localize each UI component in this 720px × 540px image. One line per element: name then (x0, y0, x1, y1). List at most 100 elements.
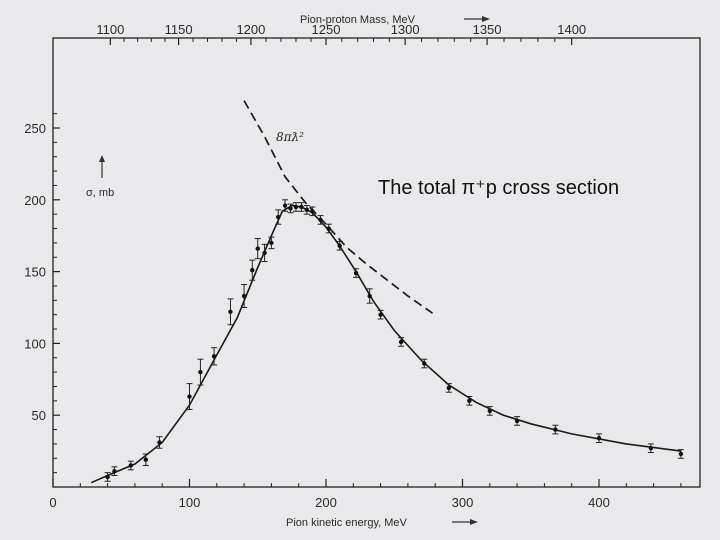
data-point (275, 209, 282, 225)
data-marker (288, 206, 293, 211)
y-tick-label: 250 (24, 121, 46, 136)
x-tick-label: 0 (49, 495, 56, 510)
data-point (377, 309, 384, 320)
data-marker (293, 204, 299, 210)
bottom-axis-arrow (452, 519, 478, 525)
data-point (647, 443, 654, 454)
data-point (309, 206, 316, 217)
data-point (366, 288, 373, 304)
x-tick-label: 300 (452, 495, 474, 510)
data-marker (553, 427, 558, 432)
data-marker (187, 394, 192, 399)
top-tick-label: 1250 (312, 22, 341, 37)
bottom-axis-title: Pion kinetic energy, MeV (286, 517, 408, 529)
top-axis-arrow (464, 16, 490, 22)
top-tick-label: 1300 (391, 22, 420, 37)
data-marker (514, 418, 520, 424)
top-tick-label: 1200 (236, 22, 265, 37)
data-marker (282, 203, 288, 208)
y-tick-label: 150 (24, 265, 46, 280)
data-point (227, 298, 234, 326)
data-point (241, 284, 248, 308)
y-tick-label: 100 (24, 336, 46, 351)
data-point (677, 449, 684, 459)
data-marker (678, 451, 684, 457)
left-axis: 50 100 150 200 250 (24, 113, 60, 474)
top-tick-label: 1150 (165, 22, 193, 37)
data-marker (353, 270, 359, 276)
data-point (353, 268, 360, 278)
top-tick-label: 1350 (473, 22, 502, 37)
data-marker (304, 207, 310, 213)
data-point (445, 383, 452, 393)
data-marker (105, 474, 110, 480)
data-point (268, 236, 275, 250)
data-marker (228, 309, 233, 315)
data-marker (487, 408, 492, 414)
data-point (197, 358, 204, 386)
data-marker (422, 361, 427, 366)
data-marker (337, 243, 342, 248)
data-point (127, 460, 134, 471)
chart-annotation: The total π⁺p cross section (378, 177, 619, 199)
data-marker (318, 217, 323, 223)
data-marker (128, 463, 134, 468)
data-point (317, 215, 324, 225)
data-point (142, 453, 149, 466)
data-marker (262, 250, 267, 256)
data-points (104, 199, 684, 482)
data-point (254, 238, 261, 260)
y-axis-title: σ, mb (86, 187, 114, 199)
data-point (421, 358, 428, 369)
data-point (282, 199, 289, 212)
data-point (287, 203, 294, 214)
data-marker (250, 267, 255, 273)
x-tick-label: 400 (588, 495, 610, 510)
data-marker (310, 209, 315, 214)
data-marker (398, 339, 404, 345)
data-point (156, 436, 163, 449)
data-point (249, 259, 256, 281)
top-tick-label: 1100 (96, 22, 124, 37)
data-marker (269, 240, 274, 246)
plot-frame (52, 37, 701, 488)
data-point (186, 383, 193, 410)
data-marker (378, 312, 383, 317)
top-axis: 1100 1150 1200 1250 1300 1350 1400 (96, 22, 586, 45)
y-tick-label: 50 (32, 408, 46, 423)
data-point (292, 202, 299, 212)
data-point (298, 202, 305, 212)
unitarity-limit-dashed-curve (243, 100, 433, 314)
cross-section-fit-curve (90, 204, 682, 484)
top-axis-title: Pion-proton Mass, MeV (300, 14, 416, 26)
y-axis-arrow (99, 155, 105, 178)
data-point (111, 466, 118, 477)
data-marker (143, 457, 149, 462)
data-point (303, 205, 310, 215)
data-point (466, 396, 473, 406)
plot-border (52, 37, 701, 488)
bottom-axis: 0 100 200 300 400 (49, 479, 682, 510)
y-tick-label: 200 (24, 193, 46, 208)
data-point (325, 223, 332, 234)
top-tick-label: 1400 (557, 22, 586, 37)
data-marker (211, 354, 217, 359)
data-marker (326, 226, 331, 231)
data-marker (596, 435, 602, 441)
data-point (336, 240, 343, 251)
data-marker (198, 369, 203, 375)
x-tick-label: 100 (179, 495, 201, 510)
data-marker (367, 293, 372, 299)
data-point (596, 433, 602, 443)
data-point (486, 406, 493, 416)
data-point (514, 416, 521, 426)
data-marker (648, 446, 654, 451)
data-marker (112, 469, 117, 474)
data-point (261, 243, 268, 263)
data-marker (157, 440, 162, 445)
data-marker (255, 246, 260, 251)
data-point (211, 347, 218, 366)
dashed-curve-label: 8πƛ² (276, 130, 304, 144)
